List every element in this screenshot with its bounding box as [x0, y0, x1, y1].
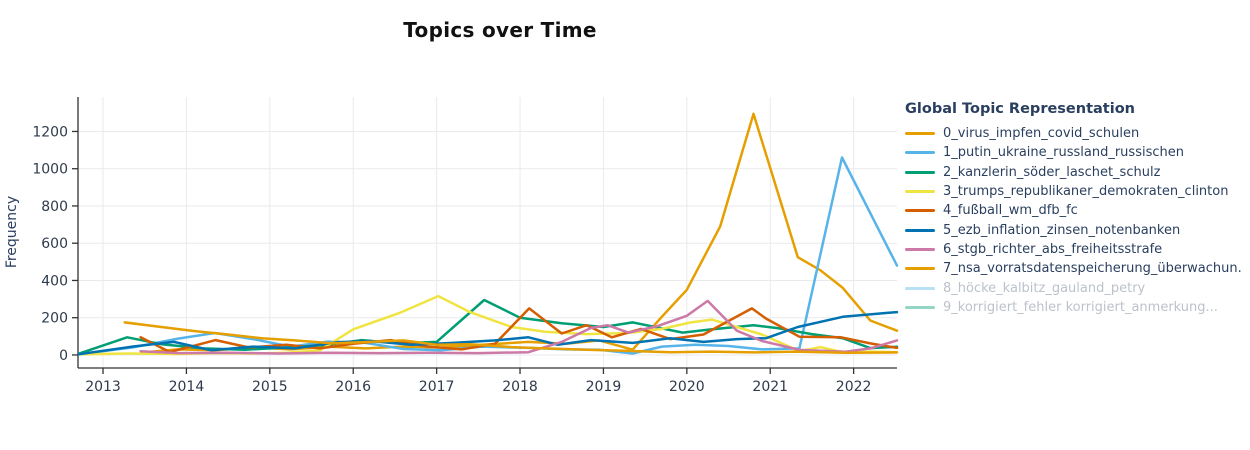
legend-swatch — [905, 305, 935, 309]
legend-swatch — [905, 190, 935, 194]
legend-item-2[interactable]: 2_kanzlerin_söder_laschet_schulz — [905, 163, 1250, 182]
legend-item-5[interactable]: 5_ezb_inflation_zinsen_notenbanken — [905, 220, 1250, 239]
legend-title: Global Topic Representation — [905, 101, 1135, 117]
legend-swatch — [905, 209, 935, 213]
legend-label: 5_ezb_inflation_zinsen_notenbanken — [943, 222, 1181, 238]
x-tick-label: 2019 — [586, 379, 622, 395]
legend-swatch — [905, 267, 935, 271]
legend-item-7[interactable]: 7_nsa_vorratsdatenspeicherung_überwachun… — [905, 259, 1250, 278]
legend-item-6[interactable]: 6_stgb_richter_abs_freiheitsstrafe — [905, 240, 1250, 259]
legend-label: 7_nsa_vorratsdatenspeicherung_überwachun… — [943, 261, 1242, 277]
legend-label: 8_höcke_kalbitz_gauland_petry — [943, 280, 1146, 296]
x-tick-label: 2020 — [669, 379, 705, 395]
legend-label: 0_virus_impfen_covid_schulen — [943, 126, 1140, 142]
legend-label: 4_fußball_wm_dfb_fc — [943, 203, 1078, 219]
x-tick-label: 2013 — [85, 379, 121, 395]
legend-swatch — [905, 170, 935, 174]
legend-swatch — [905, 151, 935, 155]
legend-items: 0_virus_impfen_covid_schulen 1_putin_ukra… — [905, 124, 1250, 317]
y-tick-label: 1000 — [32, 162, 68, 178]
y-tick-label: 800 — [41, 199, 68, 215]
y-tick-label: 200 — [41, 311, 68, 327]
plot-area: 0 200 400 600 800 1000 1200 2013 2014 2015 2016 201… — [32, 97, 899, 395]
legend-item-3[interactable]: 3_trumps_republikaner_demokraten_clinton — [905, 182, 1250, 201]
x-tick-label: 2022 — [836, 379, 872, 395]
x-tick-label: 2014 — [169, 379, 205, 395]
legend: Global Topic Representation 0_virus_impf… — [905, 101, 1250, 317]
legend-label: 6_stgb_richter_abs_freiheitsstrafe — [943, 241, 1163, 257]
series-line-6 — [139, 299, 899, 355]
y-tick-label: 1200 — [32, 124, 68, 140]
y-tick-label: 600 — [41, 236, 68, 252]
x-tick-label: 2017 — [419, 379, 455, 395]
x-tick-label: 2018 — [502, 379, 538, 395]
legend-item-1[interactable]: 1_putin_ukraine_russland_russischen — [905, 143, 1250, 162]
legend-swatch — [905, 247, 935, 251]
legend-item-9[interactable]: 9_korrigiert_fehler korrigiert_anmerkung… — [905, 298, 1250, 317]
x-tick-label: 2016 — [335, 379, 371, 395]
legend-item-4[interactable]: 4_fußball_wm_dfb_fc — [905, 201, 1250, 220]
legend-label: 3_trumps_republikaner_demokraten_clinton — [943, 184, 1229, 200]
legend-label: 1_putin_ukraine_russland_russischen — [943, 145, 1184, 161]
legend-swatch — [905, 286, 935, 290]
series-line-5 — [78, 310, 899, 356]
y-tick-label: 400 — [41, 273, 68, 289]
legend-label: 9_korrigiert_fehler korrigiert_anmerkung… — [943, 299, 1218, 315]
series-line-1 — [78, 156, 899, 356]
legend-swatch — [905, 228, 935, 232]
legend-swatch — [905, 132, 935, 136]
x-tick-label: 2021 — [752, 379, 788, 395]
series-line-7 — [123, 321, 899, 354]
legend-label: 2_kanzlerin_söder_laschet_schulz — [943, 164, 1161, 180]
legend-item-8[interactable]: 8_höcke_kalbitz_gauland_petry — [905, 278, 1250, 297]
legend-item-0[interactable]: 0_virus_impfen_covid_schulen — [905, 124, 1250, 143]
chart-title: Topics over Time — [403, 18, 597, 42]
y-tick-label: 0 — [59, 348, 68, 364]
x-tick-label: 2015 — [252, 379, 288, 395]
